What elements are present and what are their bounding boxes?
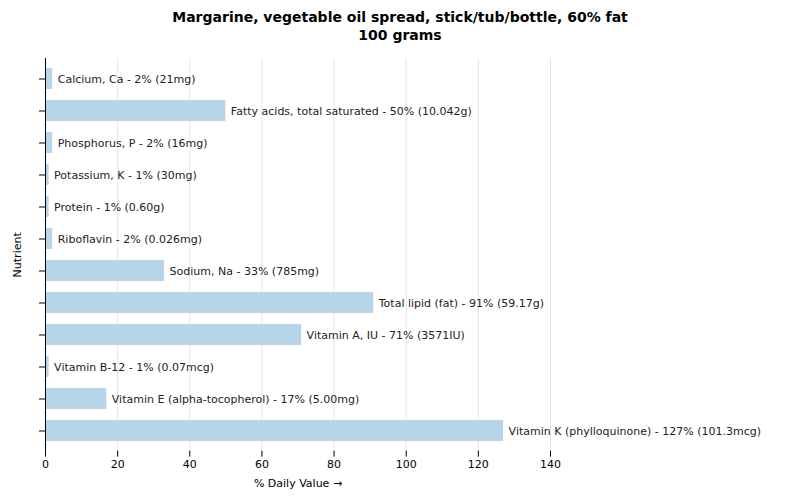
html-text:Margarine, vegetable oil sprea: Margarine, vegetable oil spread, stick/t… (172, 9, 628, 44)
svg-text:Potassium, K - 1% (30mg): Potassium, K - 1% (30mg) (54, 169, 197, 182)
svg-text:140: 140 (540, 458, 561, 471)
svg-text:40: 40 (183, 458, 197, 471)
svg-text:Vitamin B-12 - 1% (0.07mcg): Vitamin B-12 - 1% (0.07mcg) (54, 361, 214, 374)
svg-text:0: 0 (42, 458, 49, 471)
svg-text:60: 60 (255, 458, 269, 471)
svg-text:Nutrient: Nutrient (11, 232, 24, 278)
svg-text:Protein - 1% (0.60g): Protein - 1% (0.60g) (54, 201, 165, 214)
svg-text:% Daily Value →: % Daily Value → (254, 478, 342, 491)
svg-text:120: 120 (468, 458, 489, 471)
svg-text:100: 100 (396, 458, 417, 471)
svg-text:Riboflavin - 2% (0.026mg): Riboflavin - 2% (0.026mg) (58, 233, 202, 246)
svg-text:Vitamin E (alpha-tocopherol) -: Vitamin E (alpha-tocopherol) - 17% (5.00… (112, 393, 359, 406)
svg-text:20: 20 (111, 458, 125, 471)
svg-text:80: 80 (327, 458, 341, 471)
svg-text:Total lipid (fat) - 91% (59.17: Total lipid (fat) - 91% (59.17g) (378, 297, 544, 310)
svg-text:Fatty acids, total saturated -: Fatty acids, total saturated - 50% (10.0… (231, 105, 472, 118)
svg-text:Calcium, Ca - 2% (21mg): Calcium, Ca - 2% (21mg) (58, 73, 196, 86)
svg-text:Vitamin K (phylloquinone) - 12: Vitamin K (phylloquinone) - 127% (101.3m… (509, 425, 761, 438)
svg-text:Sodium, Na - 33% (785mg): Sodium, Na - 33% (785mg) (170, 265, 320, 278)
svg-text:Phosphorus, P - 2% (16mg): Phosphorus, P - 2% (16mg) (58, 137, 208, 150)
svg-text:Vitamin A, IU - 71% (3571IU): Vitamin A, IU - 71% (3571IU) (307, 329, 465, 342)
